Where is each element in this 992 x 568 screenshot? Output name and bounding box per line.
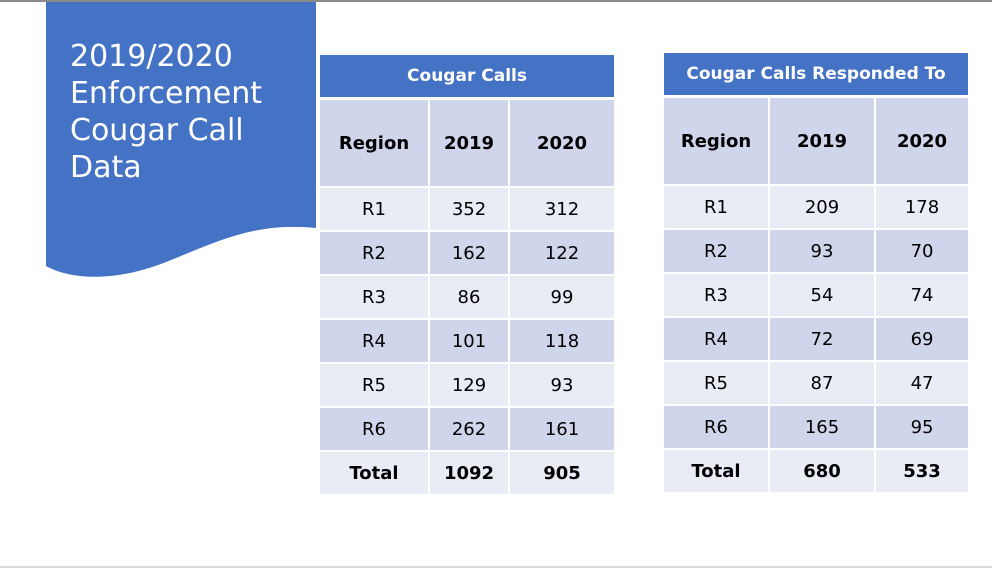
total-2020-cell: 905 xyxy=(510,452,615,494)
table-row: R5 129 93 xyxy=(320,364,615,408)
value-2019-cell: 101 xyxy=(430,320,510,364)
value-2020-cell: 95 xyxy=(876,406,969,450)
region-cell: R6 xyxy=(320,408,430,452)
total-label-cell: Total xyxy=(664,450,770,492)
bottom-border-line xyxy=(0,566,992,568)
column-header-2019: 2019 xyxy=(430,100,510,188)
cougar-calls-responded-table: Cougar Calls Responded To Region 2019 20… xyxy=(664,53,969,492)
region-cell: R6 xyxy=(664,406,770,450)
table-title: Cougar Calls xyxy=(320,55,615,100)
table-row: R6 262 161 xyxy=(320,408,615,452)
table-row: R4 72 69 xyxy=(664,318,969,362)
value-2020-cell: 312 xyxy=(510,188,615,232)
cougar-calls-table: Cougar Calls Region 2019 2020 R1 352 312… xyxy=(320,55,615,494)
total-label-cell: Total xyxy=(320,452,430,494)
value-2020-cell: 69 xyxy=(876,318,969,362)
column-header-region: Region xyxy=(664,98,770,186)
table-row: R4 101 118 xyxy=(320,320,615,364)
region-cell: R3 xyxy=(320,276,430,320)
region-cell: R3 xyxy=(664,274,770,318)
value-2020-cell: 161 xyxy=(510,408,615,452)
column-header-2020: 2020 xyxy=(876,98,969,186)
slide-title: 2019/2020 Enforcement Cougar Call Data xyxy=(70,39,262,185)
column-header-2020: 2020 xyxy=(510,100,615,188)
total-2020-cell: 533 xyxy=(876,450,969,492)
value-2020-cell: 118 xyxy=(510,320,615,364)
region-cell: R1 xyxy=(664,186,770,230)
region-cell: R2 xyxy=(320,232,430,276)
region-cell: R1 xyxy=(320,188,430,232)
value-2020-cell: 74 xyxy=(876,274,969,318)
value-2019-cell: 162 xyxy=(430,232,510,276)
region-cell: R4 xyxy=(320,320,430,364)
total-2019-cell: 1092 xyxy=(430,452,510,494)
banner-wave-shape xyxy=(46,2,316,277)
top-border-line xyxy=(0,0,992,2)
table-row: R2 93 70 xyxy=(664,230,969,274)
value-2019-cell: 86 xyxy=(430,276,510,320)
table-title: Cougar Calls Responded To xyxy=(664,53,969,98)
table-total-row: Total 1092 905 xyxy=(320,452,615,494)
column-header-region: Region xyxy=(320,100,430,188)
table-row: R1 352 312 xyxy=(320,188,615,232)
region-cell: R5 xyxy=(320,364,430,408)
table-row: R3 54 74 xyxy=(664,274,969,318)
value-2019-cell: 72 xyxy=(770,318,876,362)
title-banner: 2019/2020 Enforcement Cougar Call Data xyxy=(46,2,316,280)
value-2020-cell: 70 xyxy=(876,230,969,274)
column-header-2019: 2019 xyxy=(770,98,876,186)
value-2020-cell: 178 xyxy=(876,186,969,230)
region-cell: R2 xyxy=(664,230,770,274)
value-2019-cell: 54 xyxy=(770,274,876,318)
value-2019-cell: 87 xyxy=(770,362,876,406)
table-row: R1 209 178 xyxy=(664,186,969,230)
table-row: R2 162 122 xyxy=(320,232,615,276)
table-row: R6 165 95 xyxy=(664,406,969,450)
table-total-row: Total 680 533 xyxy=(664,450,969,492)
total-2019-cell: 680 xyxy=(770,450,876,492)
value-2019-cell: 165 xyxy=(770,406,876,450)
value-2020-cell: 93 xyxy=(510,364,615,408)
table-row: R5 87 47 xyxy=(664,362,969,406)
table-row: R3 86 99 xyxy=(320,276,615,320)
region-cell: R4 xyxy=(664,318,770,362)
value-2020-cell: 122 xyxy=(510,232,615,276)
value-2019-cell: 129 xyxy=(430,364,510,408)
value-2019-cell: 209 xyxy=(770,186,876,230)
value-2019-cell: 93 xyxy=(770,230,876,274)
value-2019-cell: 262 xyxy=(430,408,510,452)
region-cell: R5 xyxy=(664,362,770,406)
value-2020-cell: 47 xyxy=(876,362,969,406)
value-2019-cell: 352 xyxy=(430,188,510,232)
value-2020-cell: 99 xyxy=(510,276,615,320)
